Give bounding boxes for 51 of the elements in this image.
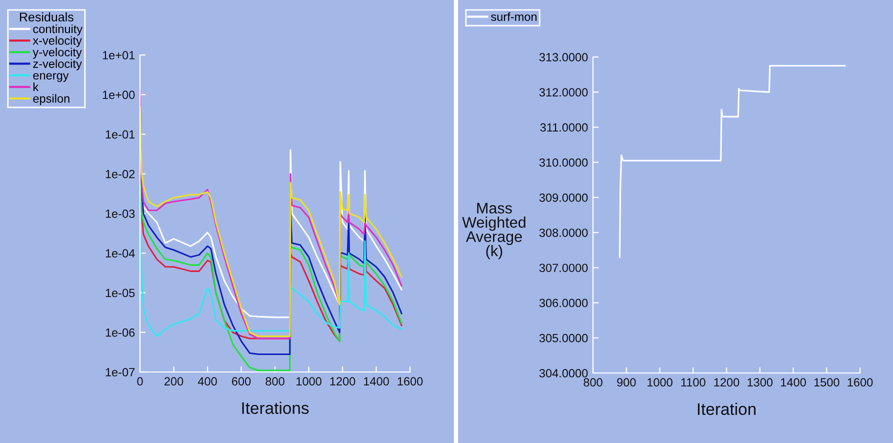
line-series	[618, 65, 846, 258]
y-tick-label: 1e-01	[106, 130, 135, 139]
y-tick-label: 1e-07	[106, 368, 135, 376]
x-tick-label: 1600	[398, 377, 423, 386]
y-tick-label: 306.0000	[539, 298, 588, 308]
x-tick-label: 1400	[781, 378, 806, 387]
x-tick-label: 800	[584, 378, 602, 387]
x-tick-label: 900	[617, 378, 636, 387]
legend-label: y-velocity	[32, 48, 82, 59]
x-tick-label: 600	[232, 377, 251, 386]
x-tick-label: 1000	[296, 377, 322, 386]
x-axis-title: Iteration	[698, 402, 756, 415]
y-tick-label: 305.0000	[539, 334, 588, 342]
y-tick-label: 313.0000	[539, 53, 588, 62]
line-series	[140, 233, 402, 337]
x-tick-label: 0	[137, 377, 143, 386]
x-tick-label: 1000	[648, 378, 672, 387]
y-tick-label: 308.0000	[539, 228, 588, 237]
y-tick-label: 1e+01	[102, 51, 135, 60]
y-tick-label: 1e-04	[106, 249, 135, 258]
x-tick-label: 1600	[848, 378, 873, 387]
legend-label: surf-mon	[491, 12, 537, 21]
y-tick-label: 310.0000	[539, 158, 588, 167]
y-tick-label: 309.0000	[539, 193, 588, 202]
legend-label: x-velocity	[32, 36, 82, 48]
y-tick-label: 1e-06	[106, 328, 135, 337]
y-tick-label: 307.0000	[539, 264, 588, 272]
y-tick-label: 1e+00	[102, 90, 135, 100]
legend-label: epsilon	[33, 94, 70, 106]
legend-label: energy	[33, 73, 69, 82]
x-tick-label: 400	[198, 377, 217, 386]
y-tick-label: 304.0000	[539, 369, 588, 378]
x-tick-label: 1200	[330, 377, 356, 386]
x-tick-label: 200	[164, 377, 184, 386]
x-tick-label: 1400	[364, 377, 389, 386]
legend-label: z-velocity	[33, 59, 82, 70]
y-tick-label: 312.0000	[539, 88, 588, 97]
x-axis-title: Iterations	[242, 402, 309, 414]
x-tick-label: 1100	[681, 378, 706, 387]
x-tick-label: 800	[266, 377, 284, 386]
legend-label: k	[33, 82, 39, 92]
y-tick-label: 1e-02	[106, 170, 135, 178]
y-tick-label: 1e-03	[106, 210, 135, 218]
y-tick-label: 1e-05	[106, 288, 135, 298]
legend-title: Residuals	[20, 12, 74, 22]
x-tick-label: 1200	[714, 378, 740, 387]
y-axis-title: Mass Weighted Average (k)	[462, 202, 526, 260]
x-tick-label: 1300	[748, 378, 773, 387]
legend-label: continuity	[33, 24, 83, 36]
y-tick-label: 311.0000	[540, 123, 588, 132]
x-tick-label: 1500	[814, 378, 840, 387]
